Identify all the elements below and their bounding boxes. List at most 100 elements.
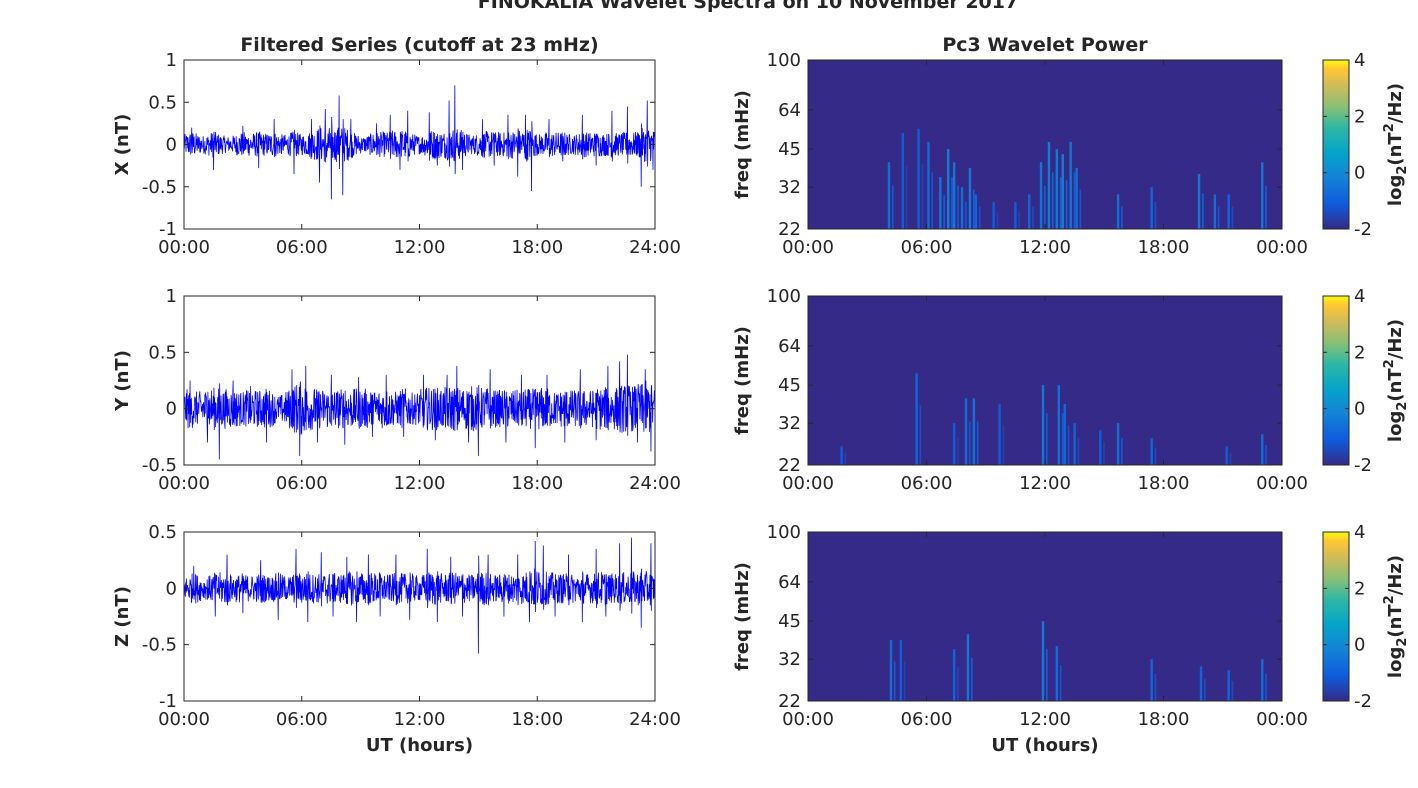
power-burst — [957, 667, 959, 701]
colorbar-tick-label: 2 — [1354, 578, 1365, 599]
power-burst — [1150, 438, 1153, 465]
power-burst — [1261, 162, 1264, 229]
colorbar-label-part: /Hz) — [1385, 319, 1406, 359]
power-burst — [1041, 385, 1045, 465]
colorbar-label-part: log — [1385, 647, 1406, 678]
x-axis-label: UT (hours) — [366, 735, 473, 756]
power-burst — [1150, 187, 1153, 229]
y-tick-label: 32 — [778, 177, 801, 198]
power-burst — [1217, 206, 1220, 229]
x-tick-label: 12:00 — [1019, 709, 1071, 730]
power-burst — [952, 649, 956, 701]
series-panel-0: -1 -0.5 0 0.5 1 00:00 06:00 12:00 18:00 24:00 Filt… — [112, 34, 681, 258]
power-burst — [1059, 177, 1062, 229]
power-burst — [970, 657, 973, 701]
colorbar-label-part: (nT — [1385, 604, 1406, 638]
power-burst — [1075, 167, 1078, 229]
x-tick-label: 18:00 — [511, 709, 563, 730]
colorbar-tick-label: -2 — [1354, 691, 1372, 712]
panel-title: Pc3 Wavelet Power — [942, 34, 1148, 56]
series-line — [183, 537, 656, 654]
power-burst — [915, 373, 918, 465]
colorbar-label-part: 2 — [1395, 638, 1410, 647]
power-burst — [1202, 193, 1204, 229]
colorbar — [1322, 59, 1350, 230]
power-burst — [972, 189, 975, 229]
power-burst — [992, 202, 995, 229]
y-tick-label: -1 — [159, 219, 177, 240]
power-burst — [1059, 665, 1062, 701]
power-burst — [1261, 659, 1264, 701]
panels: -1 -0.5 0 0.5 1 00:00 06:00 12:00 18:00 24:00 Filt… — [112, 34, 1410, 756]
colorbar-label-part: /Hz) — [1385, 83, 1406, 123]
power-burst — [1227, 194, 1230, 229]
power-burst — [960, 187, 964, 229]
power-burst — [998, 403, 1001, 465]
power-burst — [1077, 437, 1080, 465]
x-tick-label: 18:00 — [1138, 709, 1190, 730]
power-burst — [1231, 680, 1234, 701]
power-burst — [951, 177, 953, 229]
y-axis-label: freq (mHz) — [732, 326, 753, 435]
power-burst — [1041, 621, 1045, 701]
x-tick-label: 06:00 — [901, 473, 953, 494]
power-burst — [901, 132, 904, 229]
series-panel-1: -0.5 0 0.5 1 00:00 06:00 12:00 18:00 24:00 Y (nT) — [112, 286, 681, 494]
power-burst — [1028, 194, 1031, 229]
y-tick-label: 0 — [166, 135, 177, 156]
power-burst — [1073, 172, 1076, 229]
power-burst — [939, 177, 942, 229]
power-burst — [1002, 425, 1005, 465]
power-burst — [952, 423, 956, 465]
y-tick-label: 64 — [778, 100, 801, 121]
power-burst — [1032, 206, 1034, 229]
power-burst — [919, 405, 922, 465]
power-burst — [1116, 423, 1120, 465]
x-tick-label: 00:00 — [158, 709, 210, 730]
power-burst — [903, 661, 906, 701]
power-burst — [927, 141, 930, 229]
x-tick-label: 00:00 — [782, 473, 834, 494]
x-tick-label: 18:00 — [511, 473, 563, 494]
series-line — [183, 85, 656, 200]
x-tick-label: 18:00 — [1138, 237, 1190, 258]
y-tick-label: 100 — [767, 522, 801, 543]
colorbar-tick-label: 4 — [1354, 286, 1365, 307]
power-burst — [1204, 678, 1206, 701]
power-burst — [1154, 201, 1157, 229]
power-burst — [1099, 430, 1102, 465]
x-tick-label: 06:00 — [901, 709, 953, 730]
power-burst — [1065, 180, 1068, 229]
y-tick-label: -1 — [159, 691, 177, 712]
x-tick-label: 06:00 — [901, 237, 953, 258]
series-panel-2: -1 -0.5 0 0.5 00:00 06:00 12:00 18:00 24:00 Z (nT… — [112, 522, 681, 756]
y-tick-label: -0.5 — [142, 177, 177, 198]
heatmap-background — [808, 296, 1282, 465]
power-burst — [1265, 444, 1267, 465]
colorbar-tick-label: 4 — [1354, 50, 1365, 71]
power-burst — [1079, 189, 1082, 229]
x-tick-label: 12:00 — [394, 473, 446, 494]
colorbar-tick-label: 2 — [1354, 342, 1365, 363]
x-tick-label: 00:00 — [158, 473, 210, 494]
power-burst — [1069, 141, 1072, 229]
x-tick-label: 12:00 — [1019, 473, 1071, 494]
y-tick-label: 100 — [767, 286, 801, 307]
x-tick-label: 00:00 — [1256, 473, 1308, 494]
figure-title: FINOKALIA Wavelet Spectra on 10 November… — [478, 0, 1018, 13]
y-axis-label: Z (nT) — [112, 586, 133, 647]
power-burst — [1227, 670, 1230, 701]
x-axis-label: UT (hours) — [991, 735, 1098, 756]
y-tick-label: 0 — [166, 578, 177, 599]
power-burst — [964, 398, 968, 465]
y-tick-label: 45 — [778, 375, 801, 396]
power-burst — [996, 211, 999, 229]
power-burst — [965, 201, 967, 229]
power-burst — [1063, 403, 1066, 465]
y-tick-label: 0 — [166, 399, 177, 420]
colorbar — [1322, 295, 1350, 466]
x-tick-label: 24:00 — [629, 473, 681, 494]
x-tick-label: 00:00 — [1256, 709, 1308, 730]
y-tick-label: 1 — [166, 286, 177, 307]
